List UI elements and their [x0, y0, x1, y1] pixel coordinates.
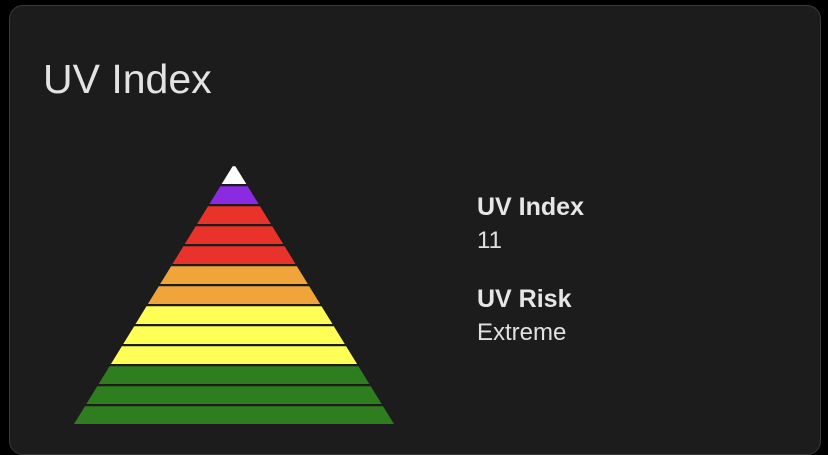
pyramid-band-level-13	[221, 166, 247, 184]
uv-info: UV Index 11 UV Risk Extreme	[477, 192, 584, 376]
pyramid-band-level-1	[74, 406, 394, 424]
card-title: UV Index	[43, 56, 212, 102]
uv-risk-block: UV Risk Extreme	[477, 284, 584, 352]
pyramid-band-level-4	[110, 346, 358, 364]
pyramid-band-level-5	[123, 326, 345, 344]
pyramid-band-level-11	[197, 206, 271, 224]
pyramid-band-level-8	[160, 266, 308, 284]
uv-index-block: UV Index 11	[477, 192, 584, 260]
pyramid-band-level-6	[135, 306, 333, 324]
pyramid-band-level-9	[172, 246, 296, 264]
pyramid-band-level-10	[184, 226, 284, 244]
uv-index-card: UV Index UV Index 11 UV Risk Extreme	[9, 5, 821, 455]
uv-index-value: 11	[477, 227, 502, 254]
uv-risk-label: UV Risk	[477, 285, 572, 313]
uv-pyramid	[74, 166, 394, 424]
pyramid-band-level-7	[147, 286, 321, 304]
pyramid-band-level-12	[209, 186, 259, 204]
uv-index-label: UV Index	[477, 193, 584, 221]
pyramid-band-level-2	[86, 386, 382, 404]
uv-risk-value: Extreme	[477, 319, 567, 346]
pyramid-band-level-3	[98, 366, 370, 384]
